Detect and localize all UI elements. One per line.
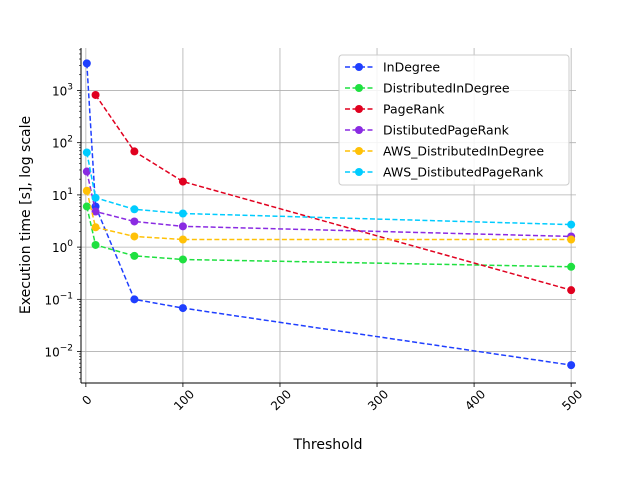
series-0 — [82, 59, 576, 370]
data-point — [178, 222, 187, 231]
data-point — [82, 167, 91, 176]
series-layer — [82, 59, 576, 370]
legend-entry: DistibutedPageRank — [345, 123, 510, 138]
legend-label: InDegree — [383, 60, 440, 75]
data-point — [178, 209, 187, 218]
legend: InDegree DistributedInDegree PageRank Disti… — [338, 54, 570, 186]
data-point — [82, 59, 91, 68]
data-point — [567, 262, 576, 271]
data-point — [130, 147, 139, 156]
legend-box — [338, 54, 570, 186]
y-tick-label: 10−1 — [44, 291, 73, 307]
data-point — [567, 235, 576, 244]
data-point — [178, 235, 187, 244]
data-point — [91, 207, 100, 216]
legend-marker — [355, 63, 363, 71]
data-point — [82, 148, 91, 157]
legend-marker — [355, 126, 363, 134]
x-axis-label: Threshold — [293, 437, 363, 453]
data-point — [91, 193, 100, 202]
legend-entry: AWS_DistributedInDegree — [345, 144, 544, 159]
legend-entry: AWS_DistibutedPageRank — [345, 165, 544, 180]
series-1 — [82, 202, 576, 271]
y-tick-label: 103 — [52, 82, 73, 98]
legend-marker — [355, 105, 363, 113]
data-point — [178, 255, 187, 264]
data-point — [130, 217, 139, 226]
legend-label: DistibutedPageRank — [383, 123, 510, 138]
y-tick-label: 102 — [52, 135, 73, 151]
legend-entry: DistributedInDegree — [345, 81, 510, 96]
series-4 — [82, 186, 576, 244]
y-tick-label: 100 — [52, 239, 73, 255]
legend-label: PageRank — [383, 102, 445, 117]
series-line — [94, 94, 572, 291]
legend-marker — [355, 147, 363, 155]
data-point — [130, 205, 139, 214]
data-point — [91, 240, 100, 249]
legend-entry: InDegree — [345, 60, 440, 75]
legend-entry: PageRank — [345, 102, 445, 117]
y-tick-label: 10−2 — [44, 344, 73, 360]
data-point — [82, 202, 91, 211]
data-point — [567, 220, 576, 229]
data-point — [82, 186, 91, 195]
data-point — [130, 295, 139, 304]
data-point — [130, 232, 139, 241]
data-point — [567, 286, 576, 295]
data-point — [567, 361, 576, 370]
legend-label: AWS_DistributedInDegree — [383, 144, 544, 159]
data-point — [130, 251, 139, 260]
series-2 — [91, 90, 576, 295]
data-point — [178, 177, 187, 186]
data-point — [178, 304, 187, 313]
series-5 — [82, 148, 576, 229]
legend-marker — [355, 168, 363, 176]
y-tick-label: 101 — [52, 187, 73, 203]
data-point — [91, 90, 100, 99]
legend-marker — [355, 84, 363, 92]
y-axis-label: Execution time [s], log scale — [18, 116, 34, 314]
y-ticks: 10−2 10−1 100 101 102 103 — [44, 49, 81, 380]
legend-label: AWS_DistibutedPageRank — [383, 165, 544, 180]
data-point — [91, 223, 100, 232]
legend-label: DistributedInDegree — [383, 81, 510, 96]
